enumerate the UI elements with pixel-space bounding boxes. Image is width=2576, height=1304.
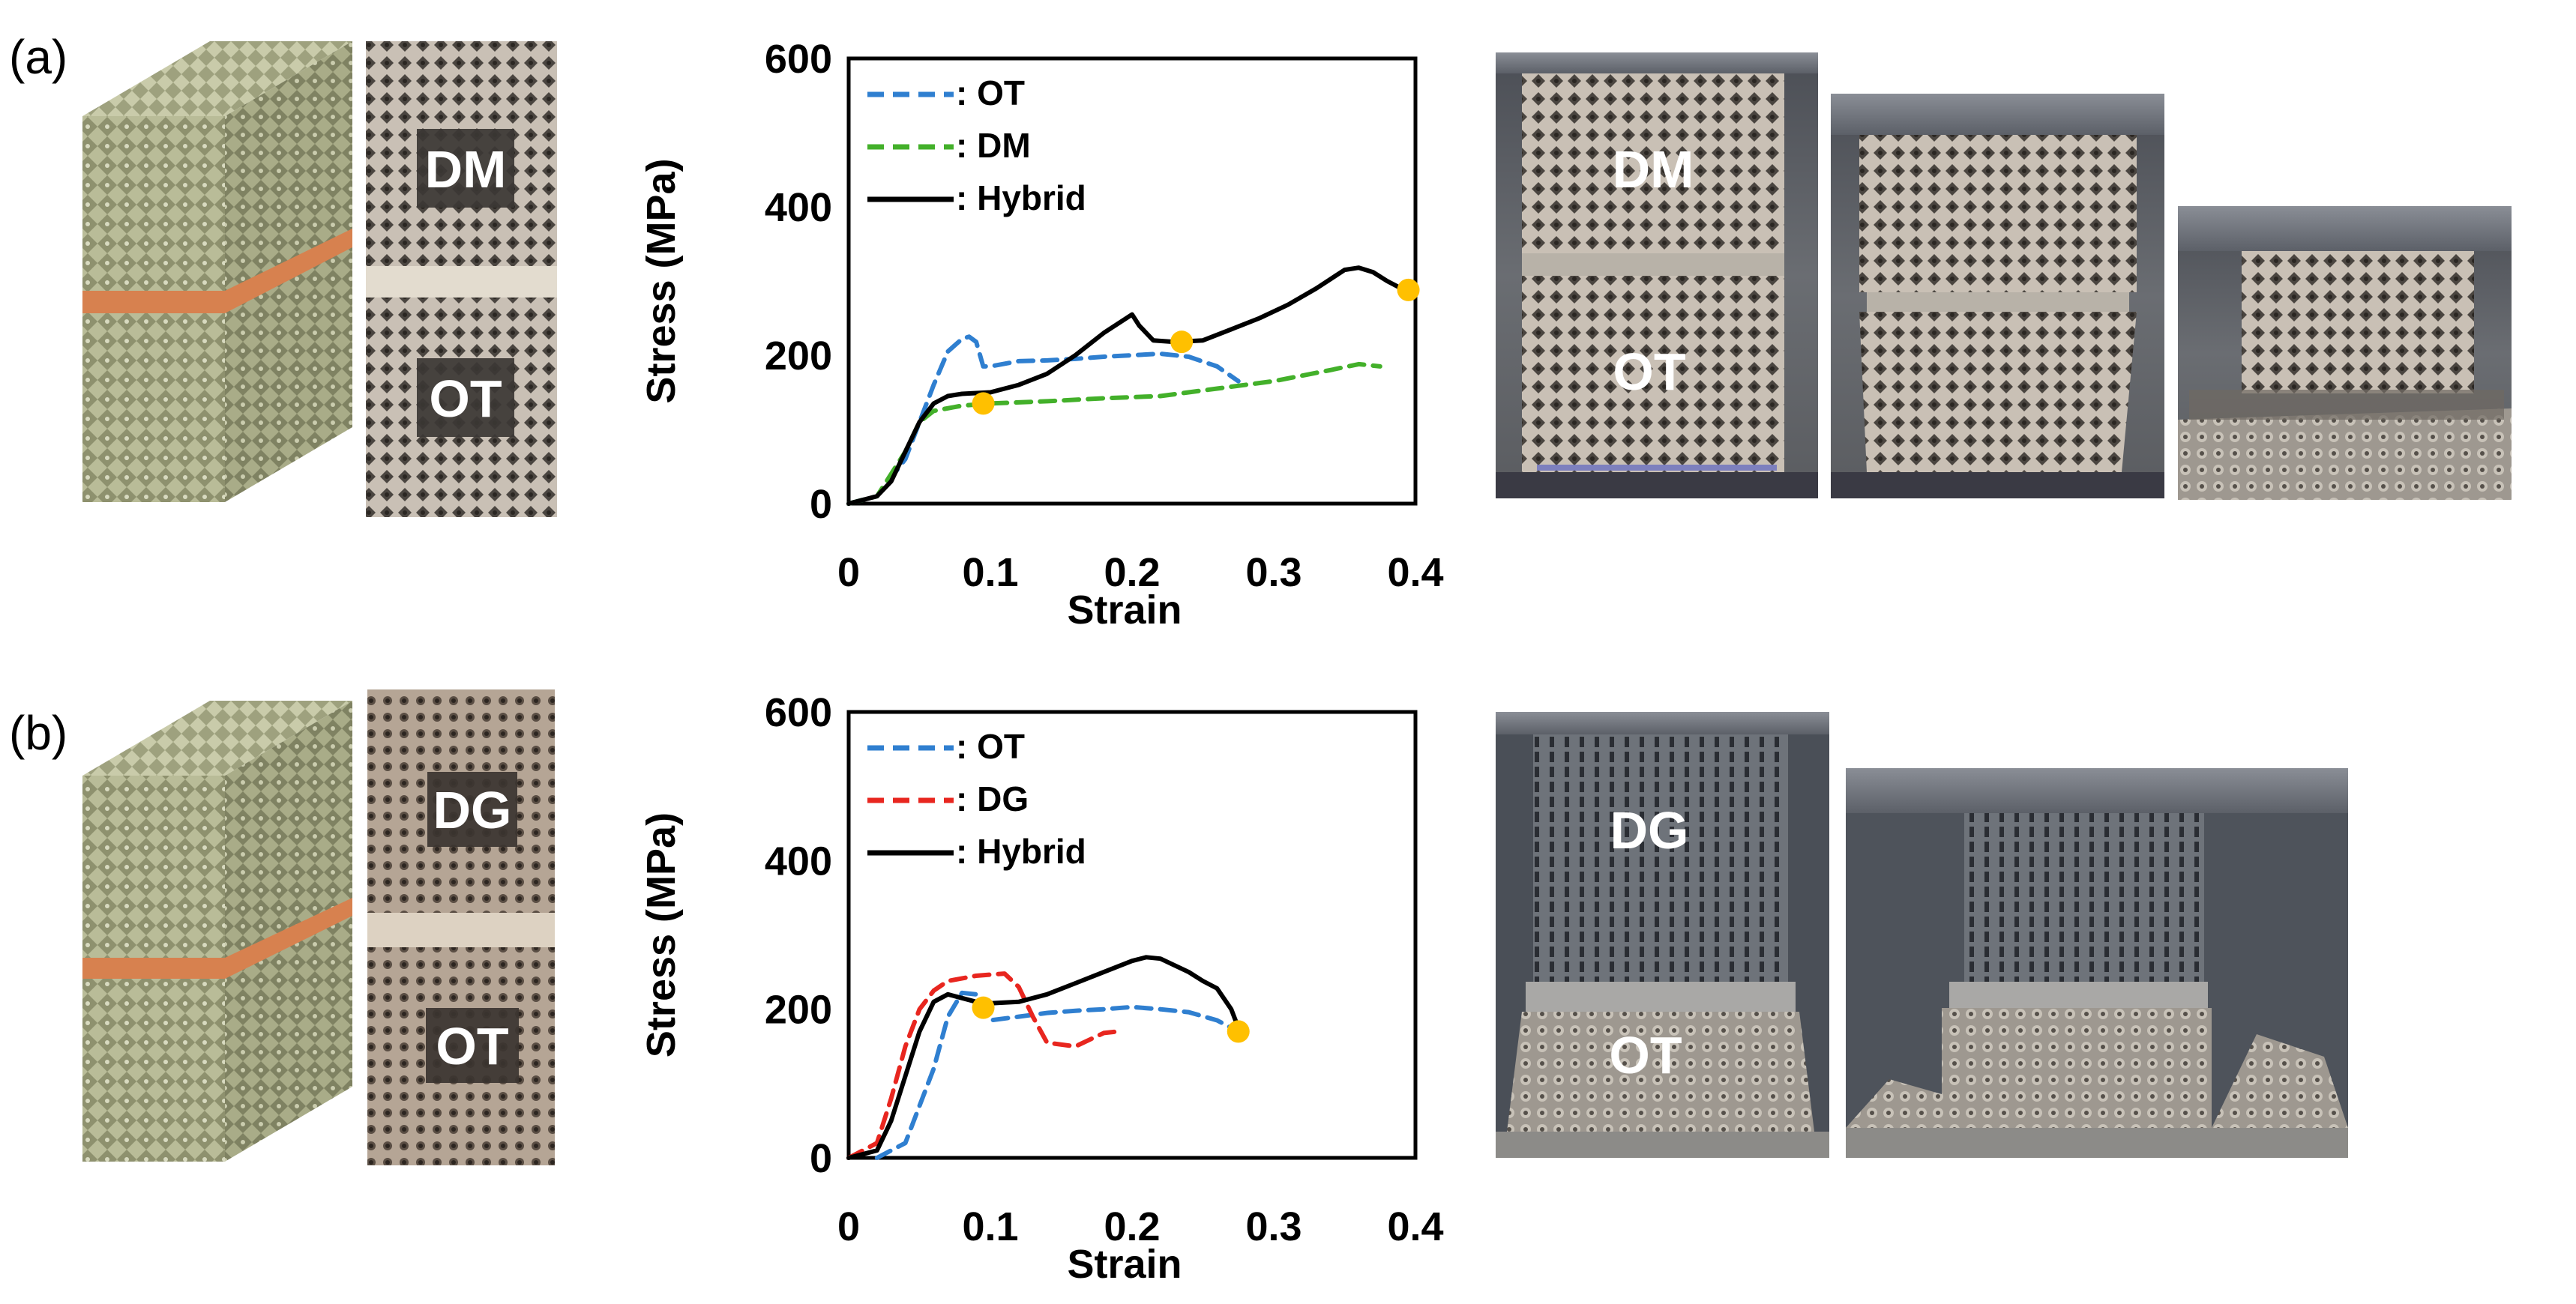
specimen-bottom-label: OT [429, 369, 502, 428]
specimen-interface [367, 913, 555, 947]
legend-label-dg: : DG [956, 779, 1029, 818]
cad-interface-layer [82, 898, 352, 979]
label-box-bottom [426, 1008, 519, 1083]
legend-label-hybrid: : Hybrid [956, 178, 1086, 217]
photo-a-1: DM OT [1496, 52, 1818, 498]
cad-interface-layer [82, 229, 352, 313]
printed-specimen-b: DG OT [367, 689, 555, 1165]
x-axis-label: Strain [1067, 588, 1182, 633]
series-line-hybrid [846, 955, 1241, 1160]
y-tick-label: 400 [765, 185, 832, 230]
specimen-interface [366, 266, 557, 298]
label-box-top [427, 772, 517, 847]
legend-label-ot: : OT [956, 73, 1025, 112]
chart-a: 0 200 400 600 0 0.1 0.2 0.3 0.4 Strain Stress (MPa… [639, 37, 1444, 633]
legend-label-dm: : DM [956, 126, 1031, 165]
data-marker [1170, 330, 1194, 354]
specimen-top-label: DM [425, 140, 507, 199]
y-tick-label: 200 [765, 988, 832, 1033]
y-tick-label: 600 [765, 37, 832, 82]
x-tick-label: 0.4 [1387, 550, 1443, 595]
data-marker [1227, 1020, 1250, 1043]
photo-a-2 [1831, 94, 2164, 498]
cad-top-face [82, 701, 352, 776]
x-tick-label: 0.4 [1387, 1204, 1443, 1249]
specimen-bottom-label: OT [436, 1017, 508, 1075]
compression-photos-b: DG OT [1496, 712, 2348, 1158]
panel-b-tag: (b) [9, 706, 67, 760]
x-tick-label: 0.2 [1104, 550, 1160, 595]
compression-photos-a: DM OT [1496, 52, 2512, 500]
specimen-top-label: DG [433, 781, 512, 839]
plot-frame [846, 56, 1418, 506]
x-tick-label: 0 [837, 1204, 860, 1249]
y-tick-label: 600 [765, 690, 832, 735]
data-marker [1397, 278, 1420, 301]
x-tick-label: 0.3 [1245, 550, 1301, 595]
photo-a-3 [2178, 206, 2512, 500]
y-tick-label: 0 [810, 482, 832, 527]
photo-b-2 [1846, 768, 2348, 1158]
x-tick-label: 0.3 [1245, 1204, 1301, 1249]
series-line-dm [846, 361, 1382, 506]
legend-label-ot: : OT [956, 727, 1025, 766]
y-tick-label: 0 [810, 1136, 832, 1181]
photo-bottom-label: OT [1609, 1026, 1682, 1084]
x-tick-label: 0.2 [1104, 1204, 1160, 1249]
cad-model-a [82, 41, 352, 502]
panel-a-tag: (a) [9, 30, 67, 84]
x-tick-label: 0.1 [962, 1204, 1018, 1249]
panel-a: (a) DM OT 0 200 400 600 0 0.1 0.2 0.3 0.4 Strain S… [9, 30, 2512, 633]
legend-label-hybrid: : Hybrid [956, 832, 1086, 871]
photo-top-label: DM [1613, 140, 1694, 199]
y-tick-label: 200 [765, 333, 832, 378]
y-tick-label: 400 [765, 839, 832, 884]
data-marker [972, 996, 995, 1019]
chart-b: 0 200 400 600 0 0.1 0.2 0.3 0.4 Strain Stress (MPa… [639, 690, 1444, 1287]
x-axis-label: Strain [1067, 1242, 1182, 1287]
photo-bottom-label: OT [1613, 342, 1685, 401]
cad-model-b [82, 701, 352, 1162]
y-axis-label: Stress (MPa) [639, 158, 684, 403]
series-line-hybrid [846, 265, 1404, 506]
cad-top-face [82, 41, 352, 116]
series-line-ot [846, 334, 1241, 506]
y-axis-label: Stress (MPa) [639, 812, 684, 1057]
photo-b-1: DG OT [1496, 712, 1829, 1158]
plot-frame [846, 710, 1418, 1160]
label-box-top [417, 129, 514, 208]
photo-top-label: DG [1610, 801, 1689, 860]
panel-b: (b) DG OT 0 200 400 600 0 0.1 0.2 0.3 0.4 Strain S… [9, 689, 2348, 1287]
series-line-ot [874, 990, 1241, 1160]
label-box-bottom [417, 358, 514, 437]
series-line-dg [846, 971, 1121, 1160]
x-tick-label: 0 [837, 550, 860, 595]
printed-specimen-a: DM OT [366, 41, 557, 517]
x-tick-label: 0.1 [962, 550, 1018, 595]
data-marker [972, 392, 995, 415]
